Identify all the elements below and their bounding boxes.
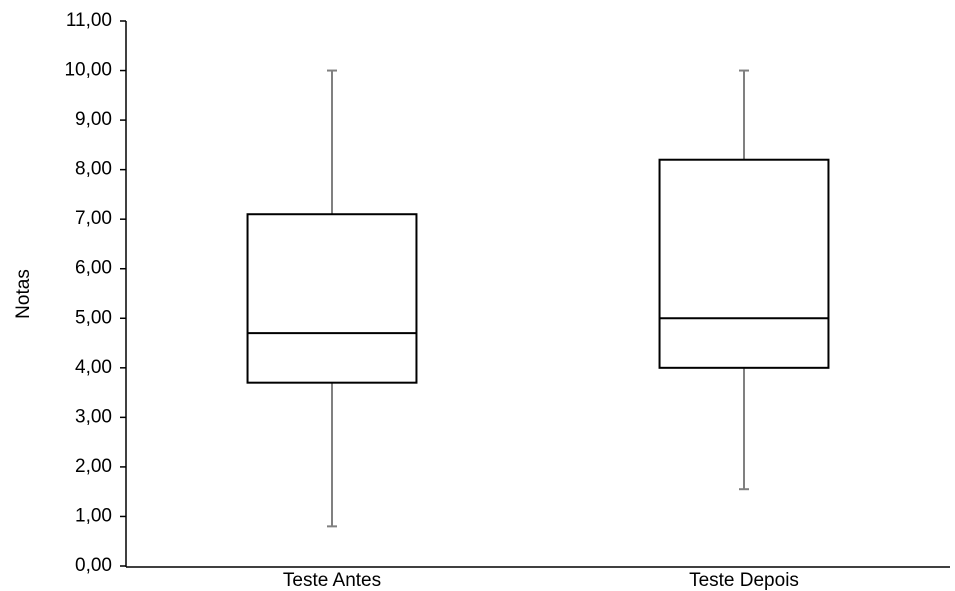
y-tick-label: 1,00 — [75, 505, 112, 526]
y-tick-label: 0,00 — [75, 555, 112, 576]
x-tick-label: Teste Depois — [689, 570, 799, 591]
y-tick-label: 6,00 — [75, 258, 112, 279]
y-tick-label: 9,00 — [75, 109, 112, 130]
x-tick-label: Teste Antes — [283, 570, 381, 591]
box — [658, 158, 830, 369]
y-axis-label: Notas — [13, 269, 34, 319]
y-tick-label: 11,00 — [66, 10, 112, 31]
y-tick-label: 10,00 — [64, 60, 112, 81]
y-tick-label: 3,00 — [75, 406, 112, 427]
y-tick-label: 4,00 — [75, 357, 112, 378]
y-tick-label: 7,00 — [75, 208, 112, 229]
y-tick-label: 2,00 — [75, 456, 112, 477]
y-tick-label: 5,00 — [75, 307, 112, 328]
y-tick-label: 8,00 — [75, 159, 112, 180]
box — [246, 213, 418, 384]
